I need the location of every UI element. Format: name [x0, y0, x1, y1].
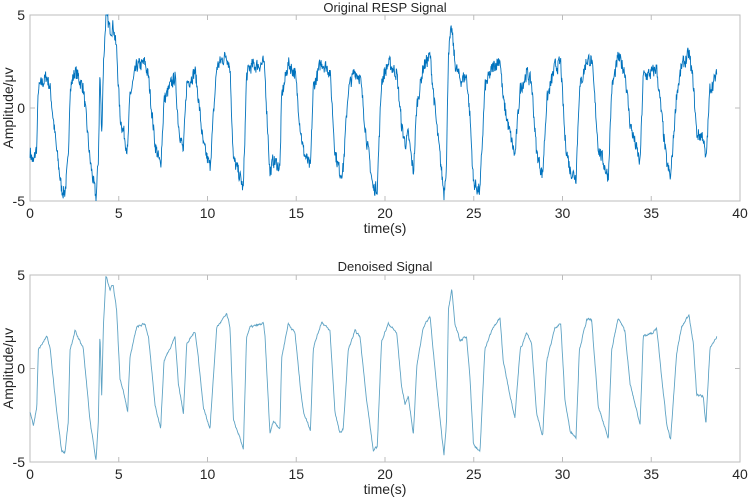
x-tick-label: 10 — [200, 205, 216, 221]
chart-title: Original RESP Signal — [323, 0, 446, 15]
x-axis-label: time(s) — [364, 481, 407, 497]
y-axis-label: Amplitude/μv — [0, 328, 16, 409]
x-tick-label: 30 — [555, 466, 571, 482]
chart-title: Denoised Signal — [338, 259, 433, 274]
y-tick-label: 5 — [17, 267, 25, 283]
x-tick-label: 15 — [288, 466, 304, 482]
x-tick-label: 15 — [288, 205, 304, 221]
y-tick-label: -5 — [13, 193, 26, 209]
y-tick-label: 0 — [17, 361, 25, 377]
y-tick-label: -5 — [13, 454, 26, 470]
x-tick-label: 0 — [26, 205, 34, 221]
x-tick-label: 35 — [643, 466, 659, 482]
x-tick-label: 40 — [732, 205, 748, 221]
x-tick-label: 0 — [26, 466, 34, 482]
x-tick-label: 20 — [377, 466, 393, 482]
axes-box — [29, 274, 741, 463]
x-tick-label: 5 — [115, 466, 123, 482]
x-tick-label: 30 — [555, 205, 571, 221]
signal-line — [29, 275, 718, 460]
x-tick-label: 20 — [377, 205, 393, 221]
signal-line — [29, 13, 718, 202]
axes-box — [29, 14, 741, 202]
chart-panel-0: 0 5 10 15 20 25 30 35 40-505 Original RESP Signal… — [0, 0, 748, 236]
x-tick-label: 25 — [466, 466, 482, 482]
x-tick-label: 40 — [732, 466, 748, 482]
x-tick-label: 5 — [115, 205, 123, 221]
y-tick-label: 0 — [17, 100, 25, 116]
x-axis-label: time(s) — [364, 220, 407, 236]
x-tick-label: 25 — [466, 205, 482, 221]
y-tick-label: 5 — [17, 7, 25, 23]
y-axis-label: Amplitude/μv — [0, 67, 16, 148]
x-tick-label: 10 — [200, 466, 216, 482]
x-tick-label: 35 — [643, 205, 659, 221]
